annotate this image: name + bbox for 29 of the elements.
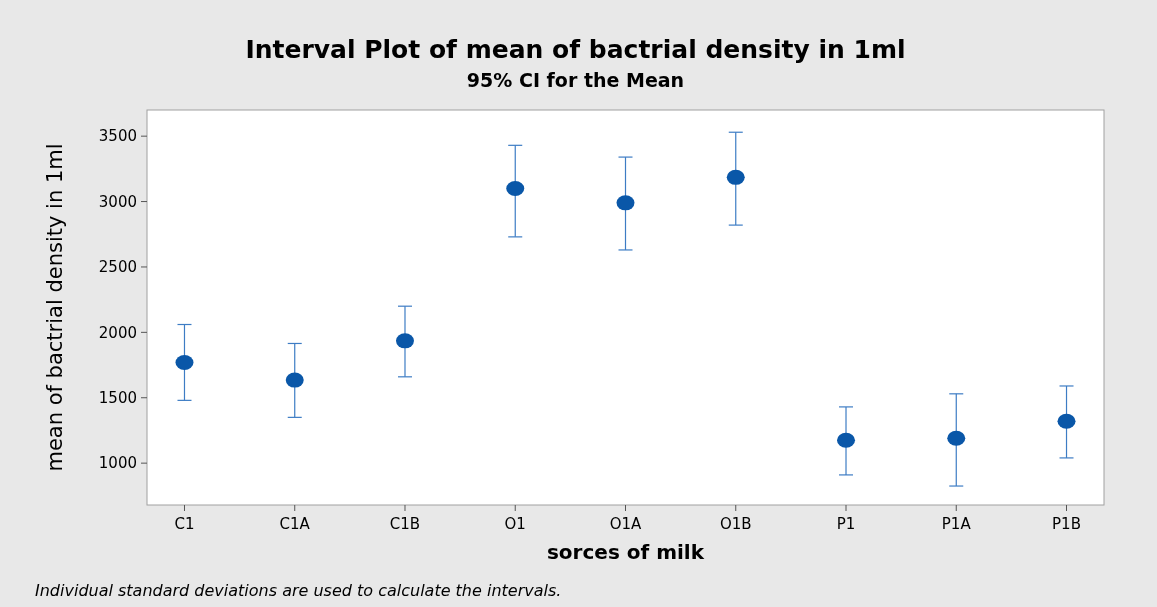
- y-tick-label: 3000: [98, 192, 137, 211]
- y-tick-label: 2000: [98, 323, 137, 342]
- x-tick-label: C1: [174, 515, 195, 533]
- x-tick-label: P1B: [1052, 515, 1081, 533]
- x-tick-label: O1: [504, 515, 526, 533]
- y-axis-title: mean of bactrial density in 1ml: [43, 143, 67, 472]
- x-tick-label: C1B: [389, 515, 421, 533]
- point: [616, 195, 635, 211]
- point: [175, 354, 194, 370]
- x-axis-title: sorces of milk: [546, 540, 705, 564]
- chart-title: Interval Plot of mean of bactrial density in 1ml: [245, 35, 906, 64]
- y-tick-label: 1500: [98, 389, 137, 407]
- x-tick-label: O1A: [609, 515, 643, 533]
- y-tick-label: 1000: [98, 454, 137, 473]
- x-tick-label: P1A: [941, 515, 972, 533]
- point: [947, 430, 966, 446]
- x-tick-label: P1: [836, 515, 856, 533]
- y-tick-label: 2500: [98, 258, 137, 277]
- text: Individual standard deviations are used to calculate the intervals.: [35, 581, 562, 600]
- point: [285, 372, 304, 388]
- point: [506, 180, 525, 196]
- x-tick-label: O1B: [719, 515, 752, 533]
- point: [395, 333, 414, 349]
- point: [837, 432, 856, 448]
- point: [726, 169, 745, 185]
- x-tick-label: C1A: [279, 515, 311, 533]
- y-tick-label: 3500: [98, 127, 137, 146]
- chart-subtitle: 95% CI for the Mean: [466, 69, 685, 91]
- point: [1057, 413, 1076, 429]
